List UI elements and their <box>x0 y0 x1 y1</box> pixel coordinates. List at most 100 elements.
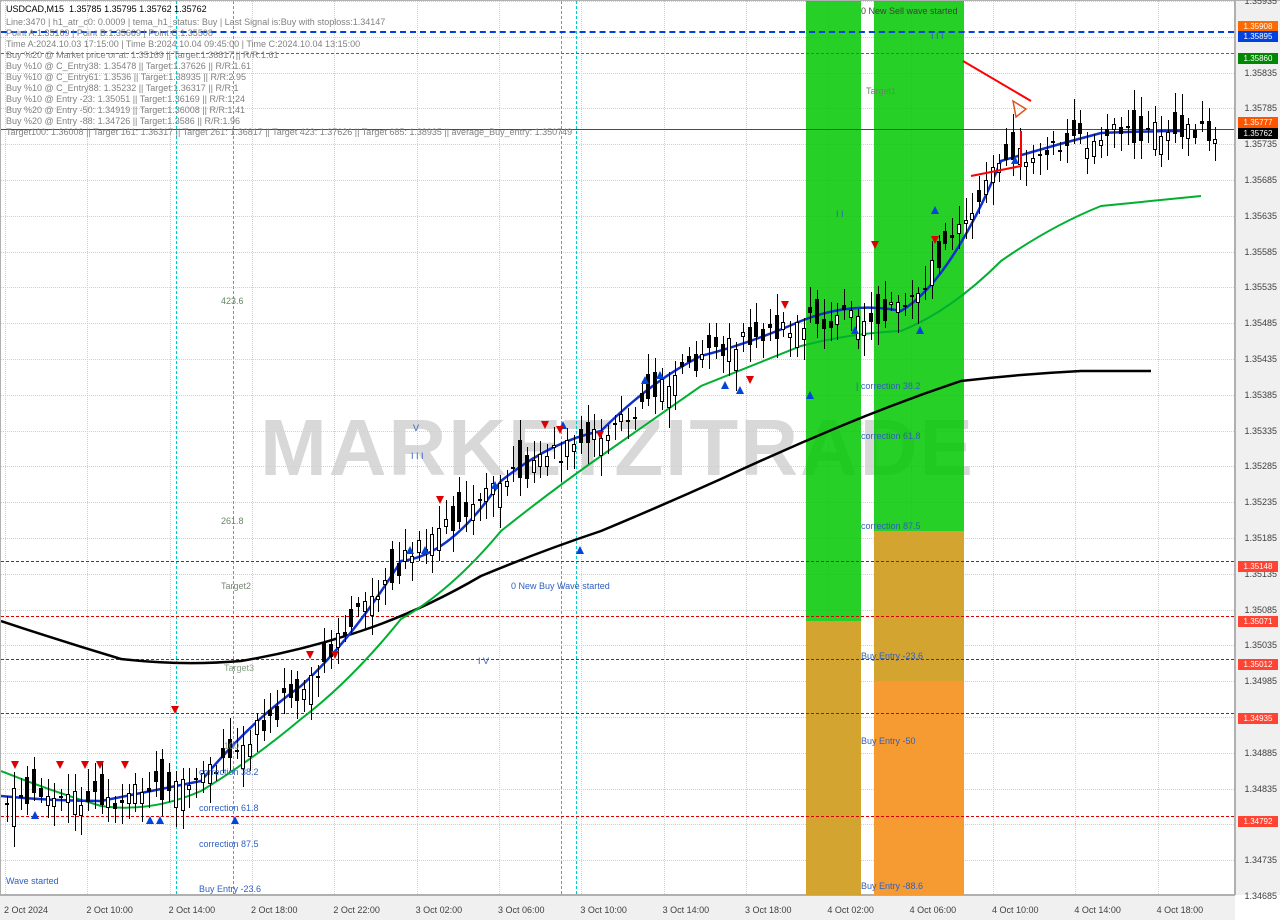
price-tick: 1.34735 <box>1244 855 1277 865</box>
arrow-up-icon <box>1011 156 1019 164</box>
arrow-up-icon <box>31 811 39 819</box>
price-tick: 1.35785 <box>1244 103 1277 113</box>
chart-annotation: I I <box>836 209 844 219</box>
arrow-down-icon <box>81 761 89 769</box>
chart-annotation: 100 <box>224 741 239 751</box>
chart-annotation: correction 87.5 <box>861 521 921 531</box>
arrow-up-icon <box>146 816 154 824</box>
info-line: Point A:1.35169 | Point B:1.35669 | Poin… <box>6 28 213 38</box>
price-label: 1.34792 <box>1238 816 1278 827</box>
info-line: Buy %20 @ Entry -50: 1.34919 || Target:1… <box>6 105 245 115</box>
chart-annotation: I I I <box>931 31 944 41</box>
time-tick: 2 Oct 14:00 <box>169 905 216 915</box>
info-line: Buy %10 @ Entry -23: 1.35051 || Target:1… <box>6 94 245 104</box>
chart-annotation: Buy Entry -88.6 <box>861 881 923 891</box>
time-tick: 3 Oct 14:00 <box>663 905 710 915</box>
chart-annotation: I I I <box>411 451 424 461</box>
arrow-up-icon <box>721 381 729 389</box>
arrow-up-icon <box>806 391 814 399</box>
time-tick: 4 Oct 06:00 <box>910 905 957 915</box>
chart-annotation: Target3 <box>224 663 254 673</box>
price-tick: 1.35385 <box>1244 390 1277 400</box>
price-tick: 1.35935 <box>1244 0 1277 6</box>
info-line: Buy %20 @ Entry -88: 1.34726 || Target:1… <box>6 116 240 126</box>
arrow-up-icon <box>576 546 584 554</box>
arrow-up-icon <box>736 386 744 394</box>
price-tick: 1.35535 <box>1244 282 1277 292</box>
chart-annotation: | correction 38.2 <box>856 381 920 391</box>
price-label: 1.34935 <box>1238 713 1278 724</box>
signal-zone-orange <box>806 621 861 896</box>
time-tick: 2 Oct 18:00 <box>251 905 298 915</box>
arrow-up-icon <box>406 546 414 554</box>
price-tick: 1.35185 <box>1244 533 1277 543</box>
arrow-down-icon <box>171 706 179 714</box>
price-axis: 1.359351.358851.358351.357851.357351.356… <box>1235 0 1280 895</box>
price-tick: 1.34985 <box>1244 676 1277 686</box>
time-tick: 4 Oct 14:00 <box>1074 905 1121 915</box>
time-tick: 3 Oct 02:00 <box>416 905 463 915</box>
arrow-up-icon <box>931 206 939 214</box>
price-tick: 1.34835 <box>1244 784 1277 794</box>
arrow-down-icon <box>96 761 104 769</box>
chart-annotation: Buy Entry -50 <box>861 736 916 746</box>
arrow-down-icon <box>931 236 939 244</box>
arrow-up-icon <box>421 546 429 554</box>
arrow-down-icon <box>871 241 879 249</box>
arrow-down-icon <box>541 421 549 429</box>
time-axis: 2 Oct 2024 2 Oct 10:00 2 Oct 14:00 2 Oct 18… <box>0 895 1235 920</box>
price-tick: 1.35435 <box>1244 354 1277 364</box>
chart-title: USDCAD,M15 1.35785 1.35795 1.35762 1.357… <box>6 4 207 14</box>
chart-annotation: correction 61.8 <box>861 431 921 441</box>
arrow-down-icon <box>436 496 444 504</box>
watermark: MARKETZITRADE <box>260 402 975 494</box>
chart-annotation: correction 87.5 <box>199 839 259 849</box>
chart-annotation: correction 38.2 <box>199 767 259 777</box>
arrow-up-icon <box>641 376 649 384</box>
chart-annotation: Buy Entry -23.6 <box>199 884 261 894</box>
arrow-up-icon <box>156 816 164 824</box>
arrow-down-icon <box>11 761 19 769</box>
top-annotation: 0 New Sell wave started <box>861 6 958 16</box>
info-line: Line:3470 | h1_atr_c0: 0.0009 | tema_h1_… <box>6 17 385 27</box>
time-tick: 3 Oct 10:00 <box>580 905 627 915</box>
price-tick: 1.35335 <box>1244 426 1277 436</box>
info-line: Buy %10 @ C_Entry61: 1.3536 || Target:1.… <box>6 72 246 82</box>
time-tick: 3 Oct 18:00 <box>745 905 792 915</box>
price-tick: 1.35285 <box>1244 461 1277 471</box>
arrow-down-icon <box>596 431 604 439</box>
price-tick: 1.35835 <box>1244 68 1277 78</box>
chart-annotation: I V <box>478 656 489 666</box>
arrow-down-icon <box>56 761 64 769</box>
chart-annotation: correction 61.8 <box>199 803 259 813</box>
time-tick: 3 Oct 06:00 <box>498 905 545 915</box>
info-line: Buy %10 @ C_Entry88: 1.35232 || Target:1… <box>6 83 238 93</box>
chart-annotation: 423.6 <box>221 296 244 306</box>
arrow-down-icon <box>121 761 129 769</box>
chart-area[interactable]: MARKETZITRADE 423.6261.8Target2Target310… <box>0 0 1235 895</box>
price-label: 1.35148 <box>1238 561 1278 572</box>
price-label: 1.35895 <box>1238 31 1278 42</box>
price-tick: 1.35235 <box>1244 497 1277 507</box>
time-tick: 2 Oct 10:00 <box>86 905 133 915</box>
price-label: 1.35071 <box>1238 616 1278 627</box>
price-tick: 1.35485 <box>1244 318 1277 328</box>
arrow-up-icon <box>916 326 924 334</box>
time-tick: 2 Oct 22:00 <box>333 905 380 915</box>
info-line: Buy %10 @ C_Entry38: 1.35478 || Target:1… <box>6 61 251 71</box>
arrow-down-icon <box>306 651 314 659</box>
price-tick: 1.35635 <box>1244 211 1277 221</box>
arrow-up-icon <box>231 816 239 824</box>
price-tick: 1.35035 <box>1244 640 1277 650</box>
price-label: 1.35762 <box>1238 128 1278 139</box>
price-tick: 1.34685 <box>1244 891 1277 901</box>
arrow-up-icon <box>491 481 499 489</box>
time-tick: 4 Oct 18:00 <box>1157 905 1204 915</box>
price-tick: 1.35735 <box>1244 139 1277 149</box>
price-label: 1.35860 <box>1238 53 1278 64</box>
time-tick: 2 Oct 2024 <box>4 905 48 915</box>
price-tick: 1.35585 <box>1244 247 1277 257</box>
chart-annotation: Target2 <box>221 581 251 591</box>
price-label: 1.35777 <box>1238 117 1278 128</box>
price-tick: 1.35085 <box>1244 605 1277 615</box>
